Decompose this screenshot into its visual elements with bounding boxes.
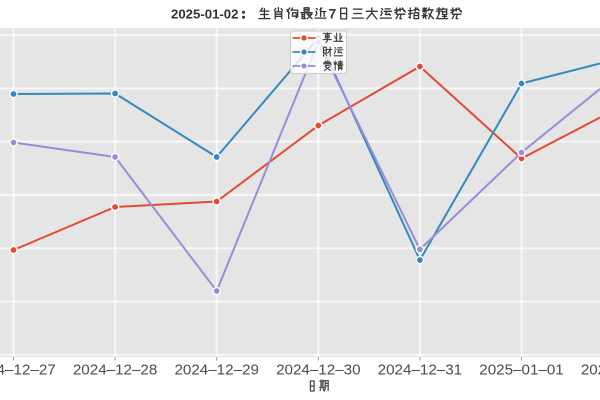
svg-text:2024–12–31: 2024–12–31 xyxy=(378,362,462,379)
svg-text:7: 7 xyxy=(329,7,337,22)
svg-text:2024–12–29: 2024–12–29 xyxy=(174,362,258,379)
svg-text:2024–12–30: 2024–12–30 xyxy=(276,362,360,379)
svg-text:2024–12–27: 2024–12–27 xyxy=(0,362,56,379)
svg-text:2024–12–28: 2024–12–28 xyxy=(73,362,157,379)
svg-text:2025-01-02: 2025-01-02 xyxy=(171,7,238,22)
svg-text:2025–01–02: 2025–01–02 xyxy=(581,362,600,379)
svg-text:2025–01–01: 2025–01–01 xyxy=(479,362,563,379)
